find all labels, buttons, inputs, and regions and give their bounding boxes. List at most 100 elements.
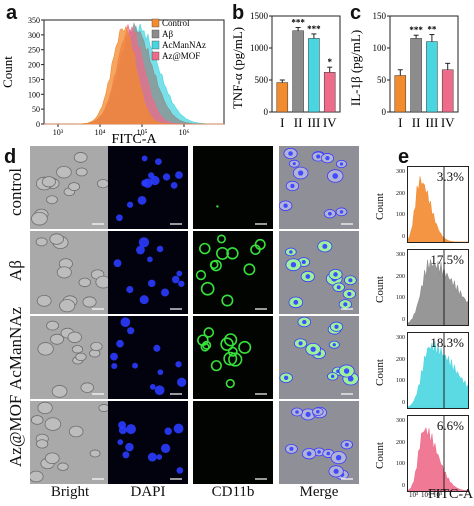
panel-c-bar [441,69,454,113]
panel-d-row-label: Aβ [6,259,25,281]
panel-a-histogram-chart: 350 300 250 200 150 100 50 0 10³ 10⁴ 10⁵ 10⁶ Count… [0,16,225,146]
panel-c-y-tick-label: 0 [382,107,387,117]
panel-b-y-axis-label: TNF-α (pg/mL) [232,27,245,109]
panel-b-category-label: II [294,115,303,130]
panel-b-plot-frame [271,15,341,113]
panel-e-gated-percent: 3.3% [436,169,464,184]
panel-b-bar [276,82,289,113]
panel-d-column-label: CD11b [211,484,255,500]
panel-d-row-label: control [6,168,25,217]
panel-c-y-tick-label: 150 [373,11,387,21]
panel-e-y-axis-label: Count [374,441,386,469]
panel-a-x-tick-label: 10³ [53,128,64,137]
panel-a-legend-entry: AcManNAz [162,40,206,50]
panel-e-y-axis-label: Count [374,192,386,220]
panel-e-y-axis-label: Count [374,275,386,303]
panel-label-e: e [398,146,410,168]
panel-e-gated-percent: 17.5% [430,252,464,267]
micrograph-bright-4 [30,401,110,484]
panel-c-plot-frame [389,15,459,113]
panel-d-column-label: DAPI [130,484,166,500]
panel-a-legend-entry: Aβ [162,29,173,39]
panel-c-bar [410,38,422,113]
panel-a-y-tick-label: 200 [28,61,40,70]
micrograph-dapi-1 [108,146,188,229]
micrograph-dapi-3 [108,316,188,399]
panel-e-gated-percent: 6.6% [436,418,464,433]
panel-a-y-tick-label: 50 [32,105,40,114]
panel-a-legend-swatch [151,18,160,28]
micrograph-merge-1 [279,146,359,229]
panel-e-histogram-area [408,341,468,408]
panel-e-y-tick-label: 200 [396,190,405,197]
panel-a-legend-entry: Az@MOF [162,51,200,61]
panel-b-bar [292,30,304,113]
panel-a-y-tick-label: 350 [28,16,40,25]
panel-c-y-axis-label: IL-1β (pg/mL) [350,30,363,106]
panel-e-x-axis-label: FITC-A [428,487,474,502]
panel-d-column-label: Merge [299,484,339,500]
panel-e-y-tick-label: 300 [396,418,405,424]
panel-e-histogram-1: 3.3% [407,166,469,243]
panel-b-category-label: I [280,115,284,130]
panel-e-histogram-3: 18.3% [407,332,469,409]
panel-b-bar [323,72,336,113]
panel-c-significance-mark: ** [427,25,437,35]
panel-c-category-label: II [412,115,421,130]
panel-d-row-label: Az@MOF [6,394,25,468]
panel-c-y-tick-label: 100 [373,43,387,53]
panel-e-x-tick-label: 10⁵ [433,491,443,499]
panel-c-bar [426,41,438,113]
panel-e-y-tick-label: 100 [396,212,405,219]
panel-e-histogram-area [408,259,468,325]
panel-e-y-tick-label: 200 [396,439,405,446]
panel-d-row-label: AcManNAz [6,307,25,391]
panel-e-x-tick-label: 10³ [409,491,419,499]
micrograph-merge-4 [279,401,359,484]
panel-b-category-label: III [307,115,320,130]
panel-e-y-tick-label: 200 [396,273,405,280]
panel-b-bar-chart: 1500 1000 500 0 I *** II *** III * IV TNF-α (pg/mL… [232,11,341,130]
micrograph-cd11b-3 [193,316,273,399]
panel-e-y-tick-label: 100 [396,461,405,468]
panel-e-y-tick-label: 100 [396,295,405,302]
panel-label-a: a [6,2,18,24]
panel-e-y-tick-label: 300 [396,169,405,175]
micrograph-dapi-2 [108,231,188,314]
panel-label-b: b [232,2,245,24]
panel-a-legend-swatch [151,51,160,61]
panel-c-bar [394,75,407,113]
panel-b-significance-mark: *** [307,24,321,34]
panel-e-histogram-4: 6.6% [407,415,469,492]
micrograph-cd11b-1 [193,146,273,229]
panel-label-d: d [4,146,17,168]
panel-c-category-label: III [425,115,438,130]
micrograph-bright-1 [30,146,110,229]
panel-a-y-tick-label: 0 [36,120,40,129]
panel-b-y-tick-label: 1500 [250,11,269,21]
panel-a-x-axis-label: FITC-A [111,132,157,146]
panel-a-x-tick-label: 10⁵ [137,128,148,137]
panel-b-bar [308,38,320,113]
micrograph-bright-2 [30,231,110,314]
panel-b-significance-mark: *** [291,18,305,28]
panel-a-y-tick-label: 150 [28,75,40,84]
panel-e-y-axis-label: Count [374,358,386,386]
panel-e-x-tick-label: 10⁴ [421,491,431,499]
panel-b-category-label: IV [323,115,337,130]
panel-c-y-tick-label: 50 [377,75,387,85]
panel-e-y-tick-label: 300 [396,252,405,258]
panel-c-significance-mark: *** [409,25,423,35]
panel-a-x-ticks: 10³ 10⁴ 10⁵ 10⁶ [53,124,190,137]
panel-label-c: c [350,2,362,24]
micrograph-cd11b-4 [193,401,273,484]
panel-e-y-tick-label: 300 [396,335,405,341]
panel-e-y-tick-label: 0 [402,317,405,323]
panel-a-legend-swatch [151,29,160,39]
panel-e-histogram-area [408,426,468,491]
panel-c-category-label: I [398,115,402,130]
panel-b-y-tick-label: 0 [264,107,269,117]
panel-d-column-label: Bright [50,484,90,500]
micrograph-bright-3 [30,316,110,399]
